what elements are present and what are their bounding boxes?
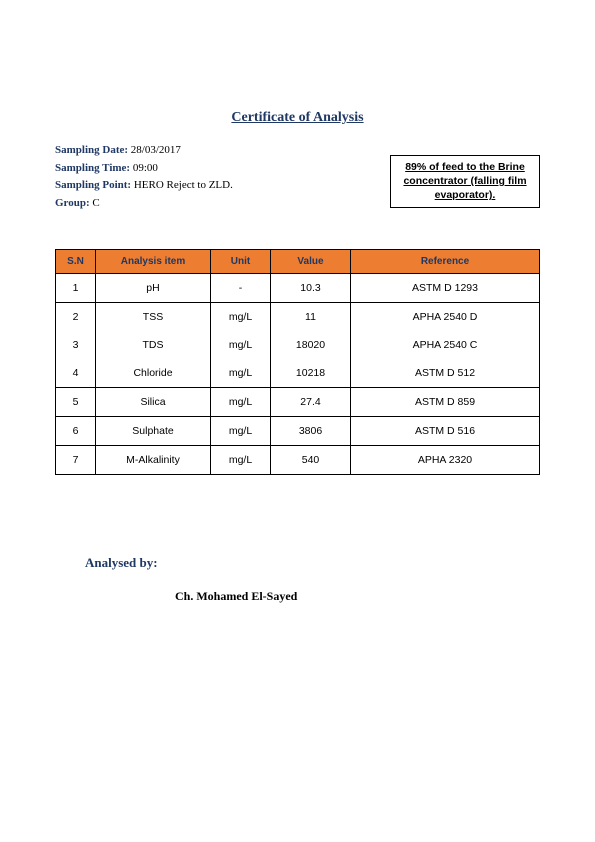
cell-item: pH (96, 274, 211, 303)
meta-label-sampling-time: Sampling Time: (55, 162, 130, 174)
analyst-name: Ch. Mohamed El-Sayed (175, 589, 540, 604)
cell-unit: mg/L (211, 417, 271, 446)
cell-unit: mg/L (211, 388, 271, 417)
cell-item: TSS (96, 303, 211, 332)
header-reference: Reference (351, 250, 540, 274)
header-item: Analysis item (96, 250, 211, 274)
table-row: 2TSSmg/L11APHA 2540 D (56, 303, 540, 332)
cell-reference: ASTM D 512 (351, 359, 540, 388)
table-row: 1pH-10.3ASTM D 1293 (56, 274, 540, 303)
cell-reference: ASTM D 516 (351, 417, 540, 446)
cell-item: Silica (96, 388, 211, 417)
certificate-page: Certificate of Analysis Sampling Date: 2… (0, 0, 595, 604)
meta-label-sampling-point: Sampling Point: (55, 179, 131, 191)
note-box: 89% of feed to the Brine concentrator (f… (390, 155, 540, 208)
cell-item: TDS (96, 331, 211, 359)
header-unit: Unit (211, 250, 271, 274)
cell-reference: ASTM D 859 (351, 388, 540, 417)
table-header-row: S.N Analysis item Unit Value Reference (56, 250, 540, 274)
cell-value: 10218 (271, 359, 351, 388)
meta-label-sampling-date: Sampling Date: (55, 144, 128, 156)
table-row: 4Chloridemg/L10218ASTM D 512 (56, 359, 540, 388)
analysed-by-label: Analysed by: (85, 555, 540, 571)
cell-sn: 1 (56, 274, 96, 303)
table-row: 7M-Alkalinitymg/L540APHA 2320 (56, 446, 540, 475)
table-row: 6Sulphatemg/L3806ASTM D 516 (56, 417, 540, 446)
cell-value: 11 (271, 303, 351, 332)
cell-item: Chloride (96, 359, 211, 388)
meta-label-group: Group: (55, 197, 90, 209)
cell-unit: mg/L (211, 359, 271, 388)
cell-reference: ASTM D 1293 (351, 274, 540, 303)
cell-unit: mg/L (211, 446, 271, 475)
meta-value-sampling-point: HERO Reject to ZLD. (134, 179, 233, 191)
cell-value: 10.3 (271, 274, 351, 303)
cell-sn: 2 (56, 303, 96, 332)
cell-value: 540 (271, 446, 351, 475)
table-row: 3TDSmg/L18020APHA 2540 C (56, 331, 540, 359)
analysis-table-body: 1pH-10.3ASTM D 12932TSSmg/L11APHA 2540 D… (56, 274, 540, 475)
header-value: Value (271, 250, 351, 274)
meta-value-sampling-date: 28/03/2017 (131, 144, 181, 156)
cell-reference: APHA 2540 C (351, 331, 540, 359)
header-sn: S.N (56, 250, 96, 274)
cell-unit: mg/L (211, 303, 271, 332)
cell-value: 3806 (271, 417, 351, 446)
meta-value-group: C (92, 197, 99, 209)
meta-value-sampling-time: 09:00 (133, 162, 158, 174)
cell-unit: - (211, 274, 271, 303)
page-title: Certificate of Analysis (55, 110, 540, 126)
cell-reference: APHA 2320 (351, 446, 540, 475)
cell-item: M-Alkalinity (96, 446, 211, 475)
cell-value: 27.4 (271, 388, 351, 417)
analysis-table: S.N Analysis item Unit Value Reference 1… (55, 249, 540, 475)
cell-sn: 5 (56, 388, 96, 417)
cell-sn: 4 (56, 359, 96, 388)
cell-sn: 6 (56, 417, 96, 446)
cell-reference: APHA 2540 D (351, 303, 540, 332)
cell-item: Sulphate (96, 417, 211, 446)
cell-sn: 7 (56, 446, 96, 475)
cell-value: 18020 (271, 331, 351, 359)
cell-unit: mg/L (211, 331, 271, 359)
table-row: 5Silicamg/L27.4ASTM D 859 (56, 388, 540, 417)
analysis-table-wrap: S.N Analysis item Unit Value Reference 1… (55, 249, 540, 475)
cell-sn: 3 (56, 331, 96, 359)
